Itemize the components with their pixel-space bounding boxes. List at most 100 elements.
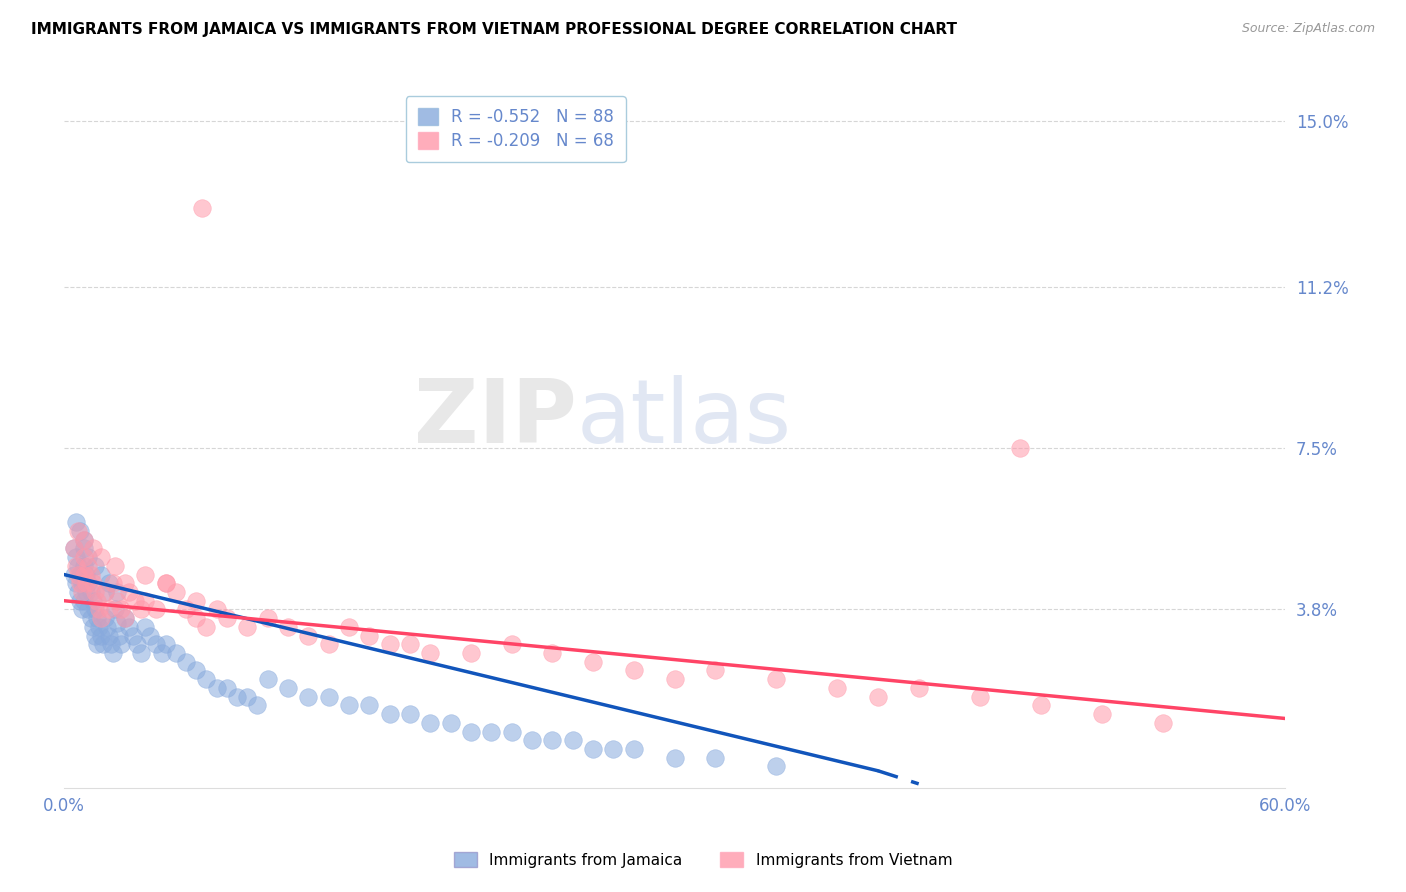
Point xyxy=(134,620,156,634)
Legend: Immigrants from Jamaica, Immigrants from Vietnam: Immigrants from Jamaica, Immigrants from… xyxy=(447,846,959,873)
Point xyxy=(419,646,441,660)
Point xyxy=(582,742,605,756)
Point xyxy=(419,715,441,730)
Point xyxy=(82,620,104,634)
Point xyxy=(73,593,96,607)
Point xyxy=(277,620,299,634)
Point xyxy=(236,690,259,704)
Point xyxy=(82,593,104,607)
Point xyxy=(131,646,153,660)
Point xyxy=(337,620,360,634)
Point xyxy=(145,637,167,651)
Point xyxy=(79,567,101,582)
Point xyxy=(318,690,340,704)
Point xyxy=(1091,707,1114,722)
Point xyxy=(90,567,112,582)
Point xyxy=(226,690,249,704)
Point xyxy=(602,742,624,756)
Point xyxy=(186,664,208,678)
Point xyxy=(440,715,463,730)
Point xyxy=(86,611,108,625)
Point xyxy=(399,637,422,651)
Point xyxy=(174,655,197,669)
Point xyxy=(110,602,132,616)
Point xyxy=(765,672,787,686)
Point xyxy=(90,611,112,625)
Point xyxy=(704,750,727,764)
Point xyxy=(94,611,117,625)
Point xyxy=(664,750,686,764)
Point xyxy=(127,637,149,651)
Point xyxy=(186,611,208,625)
Point xyxy=(73,533,96,547)
Text: Source: ZipAtlas.com: Source: ZipAtlas.com xyxy=(1241,22,1375,36)
Point xyxy=(765,759,787,773)
Point xyxy=(827,681,849,695)
Point xyxy=(69,524,91,538)
Point xyxy=(83,602,105,616)
Point xyxy=(87,602,110,616)
Point xyxy=(72,576,94,591)
Point xyxy=(77,576,100,591)
Point xyxy=(86,637,108,651)
Point xyxy=(86,593,108,607)
Point xyxy=(82,576,104,591)
Point xyxy=(65,558,87,573)
Point xyxy=(256,672,278,686)
Point xyxy=(378,637,401,651)
Text: IMMIGRANTS FROM JAMAICA VS IMMIGRANTS FROM VIETNAM PROFESSIONAL DEGREE CORRELATI: IMMIGRANTS FROM JAMAICA VS IMMIGRANTS FR… xyxy=(31,22,957,37)
Point xyxy=(541,646,564,660)
Point xyxy=(969,690,991,704)
Point xyxy=(134,567,156,582)
Point xyxy=(108,629,131,643)
Text: atlas: atlas xyxy=(576,376,792,462)
Point xyxy=(94,585,117,599)
Point xyxy=(72,602,94,616)
Point xyxy=(94,585,117,599)
Point xyxy=(155,637,177,651)
Point xyxy=(114,611,136,625)
Point xyxy=(83,629,105,643)
Point xyxy=(73,541,96,556)
Point xyxy=(479,724,502,739)
Point xyxy=(67,524,90,538)
Point xyxy=(104,558,127,573)
Point xyxy=(69,576,91,591)
Point xyxy=(399,707,422,722)
Point xyxy=(191,201,214,215)
Point xyxy=(623,664,645,678)
Point xyxy=(77,602,100,616)
Point xyxy=(90,629,112,643)
Point xyxy=(155,576,177,591)
Point xyxy=(65,550,87,565)
Point xyxy=(186,593,208,607)
Point xyxy=(205,602,228,616)
Point xyxy=(561,733,583,747)
Point xyxy=(100,637,122,651)
Point xyxy=(65,515,87,529)
Point xyxy=(110,637,132,651)
Point xyxy=(165,646,187,660)
Point xyxy=(664,672,686,686)
Point xyxy=(90,550,112,565)
Point xyxy=(101,576,124,591)
Point xyxy=(337,698,360,713)
Point xyxy=(63,567,86,582)
Point xyxy=(67,558,90,573)
Point xyxy=(97,602,120,616)
Point xyxy=(73,576,96,591)
Point xyxy=(63,541,86,556)
Point xyxy=(72,585,94,599)
Point xyxy=(73,558,96,573)
Point xyxy=(215,611,238,625)
Point xyxy=(114,576,136,591)
Point xyxy=(541,733,564,747)
Point xyxy=(73,550,96,565)
Point xyxy=(205,681,228,695)
Point xyxy=(138,629,160,643)
Point xyxy=(97,576,120,591)
Point xyxy=(77,550,100,565)
Point xyxy=(79,585,101,599)
Point xyxy=(131,602,153,616)
Point xyxy=(520,733,543,747)
